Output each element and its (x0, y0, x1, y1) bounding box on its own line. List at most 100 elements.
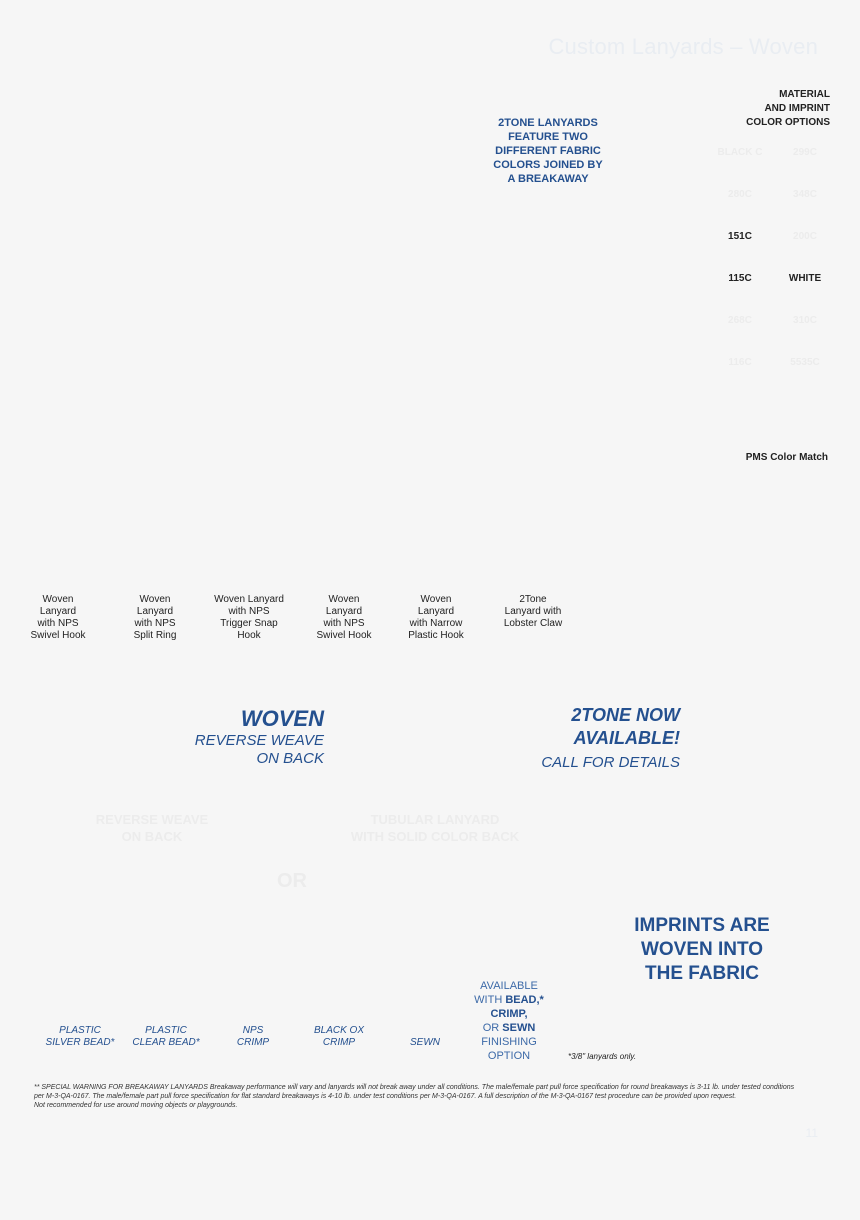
woven-title: WOVEN (240, 706, 324, 731)
caption-line: with NPS (323, 618, 365, 629)
color-swatch-label: 280C (728, 189, 752, 200)
caption-line: Lanyard (417, 606, 455, 617)
lanyard-size-footnote: *3/8" lanyards only. (568, 1052, 637, 1061)
material-options-heading: MATERIAL AND IMPRINT COLOR OPTIONS (746, 88, 830, 130)
caption-line: Woven (42, 594, 74, 605)
caption-line: Lanyard (39, 606, 77, 617)
call-for-details: CALL FOR DETAILS (541, 754, 680, 771)
product-caption: Woven Lanyard with NPS Trigger Snap Hook (201, 594, 297, 642)
heading-line: AND IMPRINT (764, 103, 830, 114)
product-caption: Woven Lanyard with NPS Swivel Hook (10, 594, 106, 642)
caption-line: Plastic Hook (408, 630, 464, 641)
color-swatch-label: 115C (728, 273, 752, 284)
page-number: 11 (805, 1126, 818, 1140)
product-caption: Woven Lanyard with NPS Split Ring (107, 594, 203, 642)
finish-line: PLASTIC (59, 1025, 101, 1036)
color-swatch-label: 268C (728, 315, 752, 326)
imprints-line: IMPRINTS ARE (634, 915, 770, 936)
note-line: OR SEWN (462, 1021, 556, 1035)
twotone-title: AVAILABLE! (573, 728, 680, 748)
note-text: WITH (474, 994, 506, 1006)
finish-line (379, 1025, 471, 1037)
finish-option-label: PLASTIC SILVER BEAD* (34, 1025, 126, 1049)
caption-line: with NPS (37, 618, 79, 629)
caption-line: Trigger Snap (220, 618, 278, 629)
caption-line: Swivel Hook (316, 630, 372, 641)
sewn-emphasis: SEWN (502, 1022, 536, 1034)
caption-line: Woven (328, 594, 360, 605)
note-line: A BREAKAWAY (507, 173, 589, 185)
color-swatch-label: 151C (728, 231, 752, 242)
note-line: FINISHING (481, 1036, 537, 1048)
page-title: Custom Lanyards – Woven (548, 34, 818, 59)
caption-line: Lanyard (136, 606, 174, 617)
bead-emphasis: BEAD,* (505, 994, 544, 1006)
finish-option-label: PLASTIC CLEAR BEAD* (120, 1025, 212, 1049)
woven-subtitle: ON BACK (256, 750, 324, 767)
finish-line: CLEAR BEAD* (132, 1037, 200, 1048)
caption-line: Lanyard (325, 606, 363, 617)
color-swatch-label: 116C (728, 357, 752, 368)
note-line: FEATURE TWO (508, 131, 588, 143)
caption-line: 2Tone (519, 594, 547, 605)
caption-line: Woven (139, 594, 171, 605)
tubular-lanyard-label: TUBULAR LANYARD WITH SOLID COLOR BACK (330, 811, 540, 845)
note-line: OPTION (487, 1050, 531, 1062)
caption-line: Woven Lanyard (214, 594, 284, 605)
label-line: ON BACK (121, 829, 183, 844)
imprints-line: THE FABRIC (645, 963, 759, 984)
note-line: 2TONE LANYARDS (498, 117, 598, 129)
label-line: REVERSE WEAVE (95, 812, 209, 827)
color-swatch-label: 348C (793, 189, 817, 200)
twotone-title: 2TONE NOW (571, 705, 680, 725)
imprints-woven-heading: IMPRINTS ARE WOVEN INTO THE FABRIC (610, 914, 794, 986)
crimp-emphasis: CRIMP, (490, 1008, 528, 1020)
finish-option-label: SEWN (379, 1025, 471, 1049)
finish-line: SILVER BEAD* (45, 1037, 115, 1048)
color-swatch-label: 5535C (790, 357, 820, 368)
note-line: COLORS JOINED BY (493, 159, 603, 171)
twotone-feature-note: 2TONE LANYARDS FEATURE TWO DIFFERENT FAB… (478, 116, 618, 186)
finish-option-label: BLACK OX CRIMP (293, 1025, 385, 1049)
finish-line: CRIMP (322, 1037, 356, 1048)
note-text: OR (482, 1022, 503, 1034)
finish-line: NPS (242, 1025, 264, 1036)
heading-line: COLOR OPTIONS (746, 117, 830, 128)
breakaway-warning: ** SPECIAL WARNING FOR BREAKAWAY LANYARD… (34, 1083, 834, 1110)
caption-line: Lobster Claw (503, 618, 563, 629)
finish-line: BLACK OX (313, 1025, 365, 1036)
product-caption: Woven Lanyard with Narrow Plastic Hook (388, 594, 484, 642)
note-line: AVAILABLE (480, 980, 538, 992)
note-line: WITH BEAD,* (462, 993, 556, 1007)
woven-heading-block: WOVEN REVERSE WEAVE ON BACK (195, 706, 324, 768)
color-swatch-label: 200C (793, 231, 817, 242)
note-line: DIFFERENT FABRIC (495, 145, 601, 157)
color-swatch-label: WHITE (788, 273, 822, 284)
finish-option-label: NPS CRIMP (207, 1025, 299, 1049)
product-caption: Woven Lanyard with NPS Swivel Hook (296, 594, 392, 642)
caption-line: with NPS (228, 606, 270, 617)
warning-line: ** SPECIAL WARNING FOR BREAKAWAY LANYARD… (34, 1084, 795, 1091)
pms-color-match-label: PMS Color Match (745, 452, 828, 463)
color-swatch-label: 310C (793, 315, 817, 326)
finish-line: CRIMP (236, 1037, 270, 1048)
color-swatch-label: 299C (793, 147, 817, 158)
or-label: OR (277, 870, 307, 892)
finish-line: PLASTIC (145, 1025, 187, 1036)
caption-line: with Narrow (409, 618, 463, 629)
warning-line: per M-3-QA-0167. The male/female part pu… (34, 1093, 737, 1100)
caption-line: Lanyard with (504, 606, 562, 617)
finishing-availability-note: AVAILABLE WITH BEAD,* CRIMP, OR SEWN FIN… (462, 979, 556, 1063)
warning-line: Not recommended for use around moving ob… (34, 1102, 238, 1109)
twotone-available-block: 2TONE NOW AVAILABLE! CALL FOR DETAILS (541, 704, 680, 772)
caption-line: Woven (420, 594, 452, 605)
imprints-line: WOVEN INTO (640, 939, 764, 960)
caption-line: Split Ring (133, 630, 177, 641)
color-swatch-label: BLACK C (717, 147, 763, 158)
caption-line: Swivel Hook (30, 630, 86, 641)
finish-line: SEWN (410, 1037, 440, 1048)
caption-line: Hook (237, 630, 261, 641)
label-line: TUBULAR LANYARD (370, 812, 500, 827)
woven-subtitle: REVERSE WEAVE (194, 732, 324, 749)
caption-line: with NPS (134, 618, 176, 629)
